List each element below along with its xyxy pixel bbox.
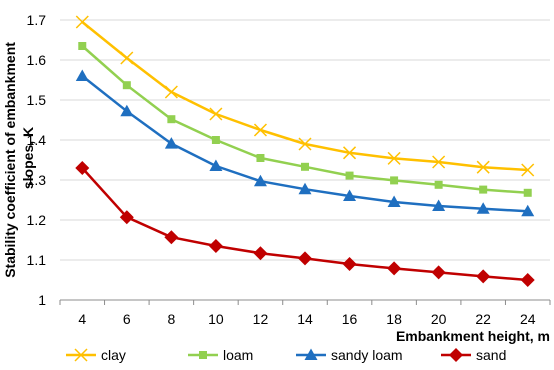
x-tick-label: 12 bbox=[253, 311, 269, 327]
data-point-clay bbox=[209, 107, 223, 121]
series-sand bbox=[75, 161, 535, 287]
data-point-sandy-loam bbox=[75, 69, 89, 81]
grid-layer bbox=[60, 19, 550, 261]
data-point-sand bbox=[342, 257, 357, 271]
data-point-loam bbox=[390, 176, 399, 185]
x-tick-label: 24 bbox=[520, 311, 536, 327]
y-tick-label: 1.4 bbox=[27, 132, 47, 148]
label-layer: 1 1.1 1.2 1.3 1.4 1.5 1.6 1.7 4 6 8 10 12 14 16 18 20 22 2… bbox=[27, 12, 536, 327]
data-point-clay bbox=[343, 146, 357, 160]
data-point-clay bbox=[164, 85, 178, 99]
legend-marker bbox=[74, 348, 88, 362]
legend-label: sandy loam bbox=[331, 347, 403, 363]
x-tick-label: 22 bbox=[475, 311, 491, 327]
data-point-sandy-loam bbox=[253, 174, 267, 187]
data-point-sand bbox=[476, 269, 491, 284]
data-point-loam bbox=[167, 115, 176, 124]
data-point-sand bbox=[431, 265, 446, 280]
data-point-clay bbox=[253, 123, 267, 137]
data-point-sand bbox=[387, 261, 402, 276]
data-point-loam bbox=[122, 81, 131, 90]
y-axis-title: Stability coefficient of embankment slop… bbox=[2, 38, 36, 278]
series-line-clay bbox=[81, 21, 528, 172]
data-point-sandy-loam bbox=[298, 182, 312, 195]
y-tick-label: 1.5 bbox=[27, 92, 47, 108]
axis-layer bbox=[59, 299, 551, 305]
data-point-sand bbox=[164, 230, 179, 245]
data-point-sand bbox=[75, 161, 90, 175]
legend-label: loam bbox=[223, 347, 253, 363]
x-axis-title: Embankment height, m bbox=[396, 328, 550, 344]
legend-item-sand: sand bbox=[441, 347, 506, 363]
data-point-loam bbox=[479, 185, 488, 194]
legend-marker bbox=[199, 351, 207, 359]
legend-label: clay bbox=[101, 347, 126, 363]
data-point-clay bbox=[75, 15, 89, 29]
x-tick-label: 14 bbox=[297, 311, 313, 327]
data-point-sand bbox=[298, 251, 312, 266]
data-point-sandy-loam bbox=[387, 195, 401, 207]
y-tick-label: 1.1 bbox=[27, 252, 47, 268]
legend-item-sandy-loam: sandy loam bbox=[296, 347, 403, 363]
data-point-clay bbox=[120, 51, 134, 65]
data-point-sandy-loam bbox=[209, 159, 223, 171]
series-layer bbox=[75, 15, 535, 287]
legend-marker bbox=[449, 348, 463, 362]
series-loam bbox=[78, 42, 532, 197]
x-tick-label: 8 bbox=[167, 311, 175, 327]
y-tick-label: 1.2 bbox=[27, 212, 47, 228]
y-tick-label: 1.7 bbox=[27, 12, 47, 28]
x-tick-label: 10 bbox=[208, 311, 224, 327]
y-tick-label: 1.6 bbox=[27, 52, 47, 68]
x-tick-label: 18 bbox=[386, 311, 402, 327]
y-tick-label: 1 bbox=[38, 292, 46, 308]
data-point-clay bbox=[432, 155, 446, 169]
data-point-sandy-loam bbox=[164, 137, 178, 149]
data-point-clay bbox=[387, 151, 401, 165]
x-tick-label: 4 bbox=[78, 311, 86, 327]
series-clay bbox=[75, 15, 535, 177]
y-axis-title-line-1: Stability coefficient of embankment bbox=[2, 42, 18, 278]
data-point-loam bbox=[211, 136, 220, 144]
data-point-sand bbox=[119, 210, 134, 225]
y-axis-title-line-2: slopes, K bbox=[20, 127, 36, 189]
data-point-sand bbox=[520, 273, 535, 287]
x-tick-label: 16 bbox=[342, 311, 358, 327]
legend-item-loam: loam bbox=[188, 347, 253, 363]
data-point-sand bbox=[253, 246, 268, 261]
data-point-sandy-loam bbox=[521, 204, 535, 217]
data-point-loam bbox=[523, 188, 532, 197]
data-point-loam bbox=[345, 171, 354, 180]
data-point-clay bbox=[476, 160, 490, 174]
data-point-loam bbox=[301, 162, 309, 171]
data-point-sandy-loam bbox=[432, 199, 446, 211]
data-point-sandy-loam bbox=[476, 202, 490, 214]
data-point-sandy-loam bbox=[120, 104, 134, 117]
legend-marker bbox=[304, 348, 318, 360]
series-sandy-loam bbox=[75, 69, 535, 217]
data-point-loam bbox=[78, 42, 87, 50]
data-point-sand bbox=[208, 239, 223, 253]
legend-label: sand bbox=[476, 347, 506, 363]
legend: clay loam sandy loam sand bbox=[66, 347, 506, 363]
data-point-clay bbox=[298, 137, 312, 151]
legend-item-clay: clay bbox=[66, 347, 126, 363]
data-point-sandy-loam bbox=[343, 189, 357, 201]
y-tick-label: 1.3 bbox=[27, 172, 47, 188]
data-point-loam bbox=[256, 154, 265, 162]
x-tick-label: 6 bbox=[123, 311, 131, 327]
x-tick-label: 20 bbox=[431, 311, 447, 327]
data-point-clay bbox=[521, 163, 535, 177]
data-point-loam bbox=[434, 180, 443, 189]
